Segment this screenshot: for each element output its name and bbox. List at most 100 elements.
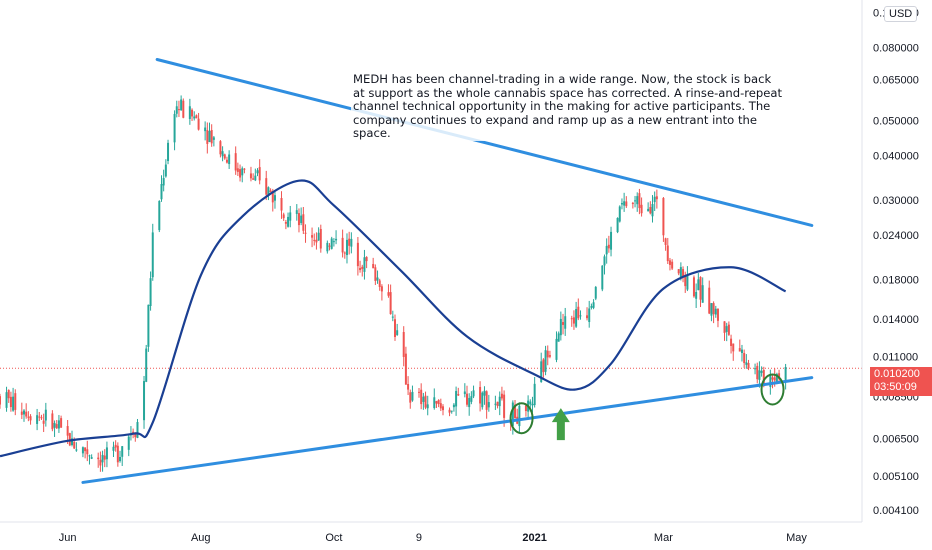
candle [114, 440, 117, 452]
candle [625, 196, 628, 208]
candle-body [345, 239, 348, 256]
candle [579, 310, 582, 320]
candle [393, 314, 396, 341]
candle-body [754, 368, 757, 370]
candle-body [212, 137, 215, 140]
support-circle-marker[interactable] [509, 402, 534, 435]
candle [389, 284, 392, 315]
candle-body [99, 459, 102, 466]
candle-body [404, 353, 407, 385]
candle-body [494, 403, 497, 405]
candle [267, 186, 270, 201]
candle [671, 259, 674, 271]
candle [562, 313, 565, 335]
candle-body [411, 391, 414, 401]
support-circle-marker[interactable] [760, 373, 785, 406]
candle-body [662, 198, 665, 236]
candle-body [71, 438, 74, 446]
candle-body [38, 416, 41, 418]
candle [424, 391, 427, 410]
candle-body [81, 447, 84, 454]
candle-body [682, 269, 685, 277]
candle [374, 264, 377, 286]
support-trendline[interactable] [81, 376, 814, 484]
candle-body [466, 393, 469, 405]
candle-body [319, 228, 322, 249]
candle-body [448, 409, 451, 413]
candle-body [206, 130, 209, 144]
candle-body [376, 277, 379, 281]
candle [586, 307, 589, 321]
candle-body [511, 402, 514, 426]
candle [97, 452, 100, 468]
price-axis[interactable]: 0.0041000.0051000.0065000.0085000.011000… [873, 8, 919, 518]
candle-body [758, 370, 761, 380]
moving-average-line[interactable] [0, 179, 787, 458]
candle [745, 354, 748, 369]
candle-body [330, 238, 333, 249]
candle-body [20, 411, 23, 415]
price-tick-label: 0.005100 [873, 471, 919, 483]
candle-body [332, 241, 335, 243]
candle-body [121, 446, 124, 457]
candle-body [326, 242, 329, 252]
candle-body [594, 286, 597, 299]
candle-body [328, 245, 331, 247]
candle-body [343, 252, 346, 254]
candle [160, 175, 163, 202]
candle [601, 265, 604, 292]
candle-body [304, 232, 307, 234]
candle-body [40, 417, 43, 419]
up-arrow-marker[interactable] [551, 408, 570, 441]
candle-body [623, 201, 626, 206]
candle-body [359, 267, 362, 271]
candle [607, 235, 610, 253]
candle-body [90, 457, 93, 459]
currency-button[interactable]: USD [884, 6, 918, 22]
candle [356, 236, 359, 276]
candle-body [435, 401, 438, 404]
candle-body [485, 391, 488, 410]
candle [105, 441, 108, 468]
candle-body [433, 397, 436, 409]
candle-body [472, 390, 475, 397]
candle [204, 121, 207, 141]
candle [188, 98, 191, 125]
candle [470, 391, 473, 405]
price-tick-label: 0.018000 [873, 275, 919, 287]
candle-body [267, 187, 270, 196]
candle-body [684, 274, 687, 287]
time-axis[interactable]: Jun Aug Oct 9 2021 Mar May [59, 532, 808, 544]
candle-body [162, 178, 165, 186]
candle-body [671, 261, 674, 269]
candle [343, 251, 346, 259]
candle [651, 195, 654, 223]
candle-body [708, 287, 711, 314]
candle [136, 418, 139, 439]
resistance-trendline[interactable] [155, 58, 814, 227]
candle [544, 345, 547, 376]
candle-body [0, 396, 1, 405]
candle-body [365, 257, 368, 262]
candle-body [175, 106, 178, 114]
candle-body [577, 306, 580, 319]
candle [664, 237, 667, 251]
candle [210, 124, 213, 147]
candle-body [407, 383, 410, 390]
candle-body [422, 396, 425, 402]
candle-body [647, 208, 650, 212]
candle-body [607, 244, 610, 249]
candle-body [160, 184, 163, 200]
candle [284, 219, 287, 230]
candle [500, 386, 503, 401]
candle [668, 257, 671, 271]
candle [533, 377, 536, 408]
candle [44, 402, 47, 427]
annotation-note[interactable]: MEDH has been channel-trading in a wide … [351, 72, 785, 141]
candle [548, 350, 551, 359]
candle [636, 192, 639, 212]
price-tick-label: 0.006500 [873, 433, 919, 445]
candle [594, 285, 597, 301]
candle-body [762, 369, 765, 386]
candle-body [679, 267, 682, 277]
